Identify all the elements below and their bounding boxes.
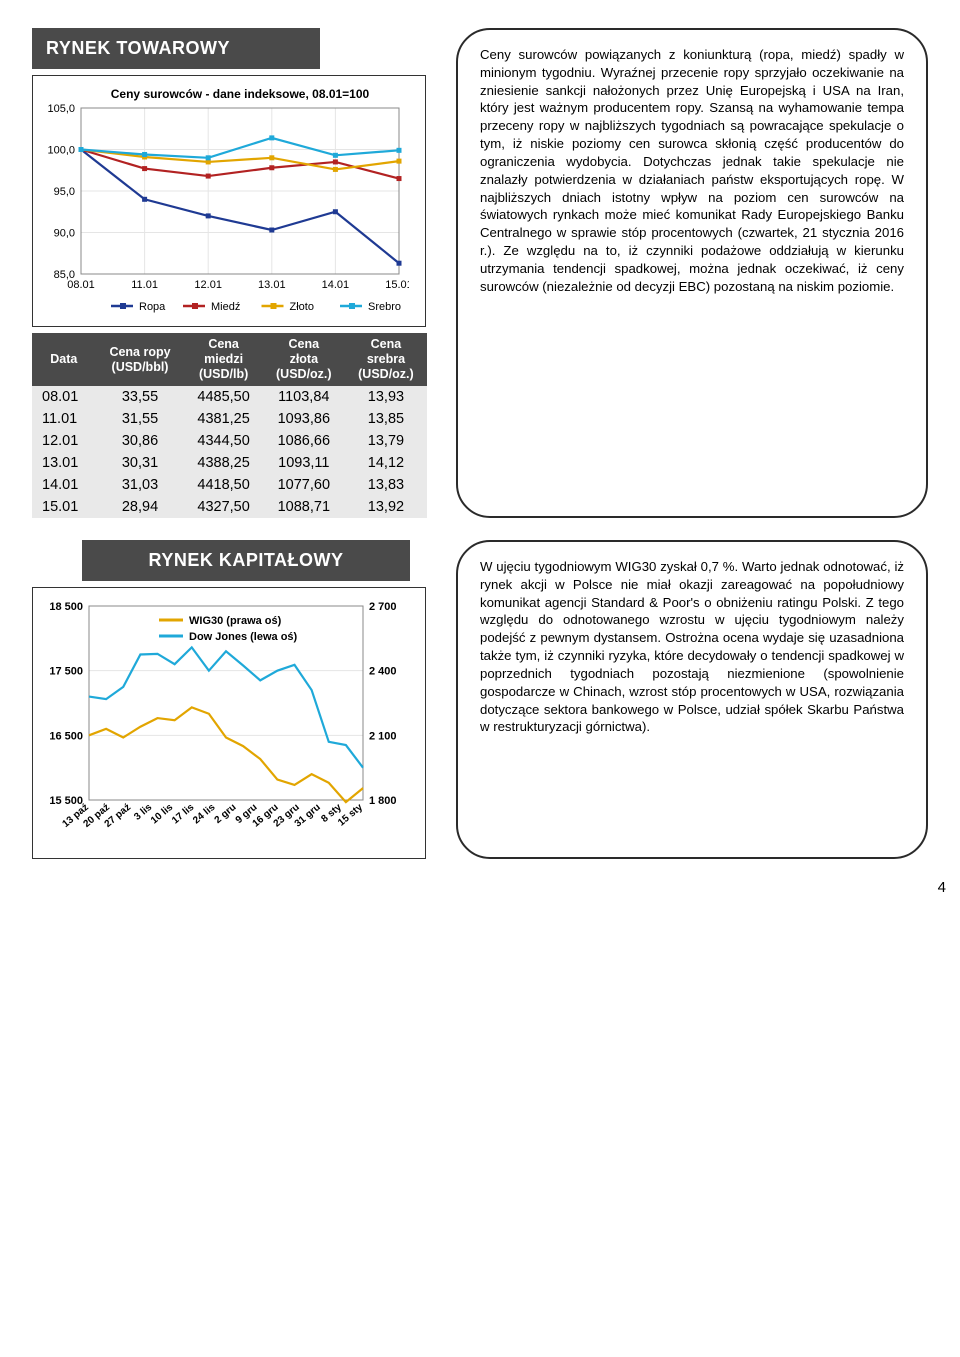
table-cell: 13,93 <box>345 386 427 408</box>
table-cell: 13,85 <box>345 408 427 430</box>
svg-text:24 lis: 24 lis <box>191 802 218 827</box>
capital-chart-svg: 15 500 16 500 17 500 18 500 1 800 2 100 2 400 2… <box>39 596 409 854</box>
table-cell: 4485,50 <box>184 386 262 408</box>
svg-text:12.01: 12.01 <box>194 279 222 291</box>
svg-text:95,0: 95,0 <box>54 186 75 198</box>
page-number: 4 <box>0 879 960 896</box>
svg-text:2 400: 2 400 <box>369 666 397 678</box>
svg-text:08.01: 08.01 <box>67 279 95 291</box>
table-cell: 1086,66 <box>263 430 345 452</box>
table-header: Data <box>32 333 96 386</box>
table-header: Cenazłota(USD/oz.) <box>263 333 345 386</box>
table-cell: 13,92 <box>345 496 427 518</box>
table-cell: 11.01 <box>32 408 96 430</box>
table-cell: 12.01 <box>32 430 96 452</box>
table-cell: 4381,25 <box>184 408 262 430</box>
commodities-text: Ceny surowców powiązanych z koniunkturą … <box>456 28 928 518</box>
table-cell: 13.01 <box>32 452 96 474</box>
svg-text:2 700: 2 700 <box>369 601 397 613</box>
table-cell: 13,83 <box>345 474 427 496</box>
svg-text:100,0: 100,0 <box>47 145 75 157</box>
table-cell: 1093,86 <box>263 408 345 430</box>
table-row: 08.0133,554485,501103,8413,93 <box>32 386 427 408</box>
table-header: Cena ropy(USD/bbl) <box>96 333 185 386</box>
svg-text:16 500: 16 500 <box>49 730 83 742</box>
svg-text:15 sty: 15 sty <box>336 802 365 829</box>
table-row: 15.0128,944327,501088,7113,92 <box>32 496 427 518</box>
svg-text:18 500: 18 500 <box>49 601 83 613</box>
table-header: Cenamiedzi(USD/lb) <box>184 333 262 386</box>
svg-text:2 gru: 2 gru <box>213 802 239 826</box>
svg-text:10 lis: 10 lis <box>149 802 176 827</box>
svg-text:WIG30 (prawa oś): WIG30 (prawa oś) <box>189 615 282 627</box>
svg-text:Dow Jones (lewa oś): Dow Jones (lewa oś) <box>189 631 298 643</box>
table-row: 13.0130,314388,251093,1114,12 <box>32 452 427 474</box>
table-cell: 31,55 <box>96 408 185 430</box>
table-cell: 4344,50 <box>184 430 262 452</box>
table-cell: 14,12 <box>345 452 427 474</box>
svg-text:13.01: 13.01 <box>258 279 286 291</box>
svg-text:17 lis: 17 lis <box>170 802 197 827</box>
table-cell: 28,94 <box>96 496 185 518</box>
svg-text:105,0: 105,0 <box>47 103 75 115</box>
table-cell: 30,31 <box>96 452 185 474</box>
svg-text:11.01: 11.01 <box>131 279 158 291</box>
svg-text:Miedź: Miedź <box>211 301 240 313</box>
svg-text:1 800: 1 800 <box>369 795 397 807</box>
section-header-commodities: RYNEK TOWAROWY <box>32 28 320 69</box>
commodities-chart: Ceny surowców - dane indeksowe, 08.01=10… <box>32 75 426 327</box>
table-cell: 15.01 <box>32 496 96 518</box>
table-cell: 31,03 <box>96 474 185 496</box>
table-cell: 33,55 <box>96 386 185 408</box>
svg-text:2 100: 2 100 <box>369 730 397 742</box>
svg-text:Ceny surowców - dane indeksowe: Ceny surowców - dane indeksowe, 08.01=10… <box>111 87 370 101</box>
section-header-capital: RYNEK KAPITAŁOWY <box>82 540 410 581</box>
table-cell: 4327,50 <box>184 496 262 518</box>
svg-text:Złoto: Złoto <box>290 301 314 313</box>
table-row: 14.0131,034418,501077,6013,83 <box>32 474 427 496</box>
table-cell: 4388,25 <box>184 452 262 474</box>
table-cell: 08.01 <box>32 386 96 408</box>
table-cell: 4418,50 <box>184 474 262 496</box>
svg-text:15 500: 15 500 <box>49 795 83 807</box>
table-row: 12.0130,864344,501086,6613,79 <box>32 430 427 452</box>
svg-text:90,0: 90,0 <box>54 228 75 240</box>
commodities-chart-svg: Ceny surowców - dane indeksowe, 08.01=10… <box>39 84 409 322</box>
svg-text:14.01: 14.01 <box>322 279 350 291</box>
capital-chart: 15 500 16 500 17 500 18 500 1 800 2 100 2 400 2… <box>32 587 426 859</box>
commodities-table: DataCena ropy(USD/bbl)Cenamiedzi(USD/lb)… <box>32 333 427 518</box>
table-cell: 14.01 <box>32 474 96 496</box>
table-row: 11.0131,554381,251093,8613,85 <box>32 408 427 430</box>
table-cell: 1103,84 <box>263 386 345 408</box>
table-cell: 1077,60 <box>263 474 345 496</box>
table-cell: 1088,71 <box>263 496 345 518</box>
svg-text:Srebro: Srebro <box>368 301 401 313</box>
table-cell: 13,79 <box>345 430 427 452</box>
table-cell: 1093,11 <box>263 452 345 474</box>
svg-text:Ropa: Ropa <box>139 301 166 313</box>
svg-text:17 500: 17 500 <box>49 666 83 678</box>
table-cell: 30,86 <box>96 430 185 452</box>
capital-text: W ujęciu tygodniowym WIG30 zyskał 0,7 %.… <box>456 540 928 859</box>
svg-text:15.01: 15.01 <box>385 279 409 291</box>
table-header: Cenasrebra(USD/oz.) <box>345 333 427 386</box>
